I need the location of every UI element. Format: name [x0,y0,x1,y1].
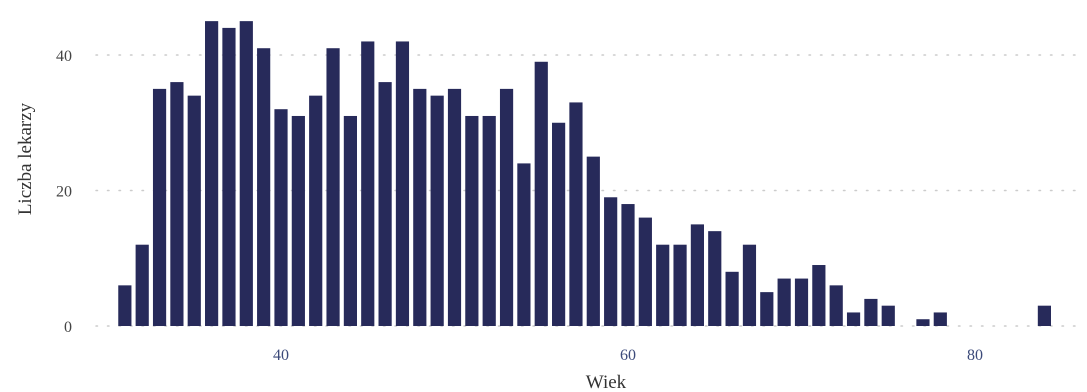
y-axis-ticks: 0 20 40 [56,48,72,336]
y-tick-label: 20 [56,184,72,201]
bar-age-73 [846,312,861,326]
bar-age-66 [725,271,739,326]
bar-age-63 [673,244,687,326]
bar-age-60 [621,204,635,326]
bar-age-41 [291,115,305,326]
bar-age-68 [760,292,774,327]
bar-age-31 [118,285,132,326]
x-tick-label: 40 [273,347,289,364]
x-axis-ticks: 40 60 80 [273,347,983,364]
bar-age-35 [187,95,201,327]
bar-age-58 [586,156,600,327]
bar-age-39 [257,48,271,326]
bar-age-61 [638,217,652,326]
bar-age-44 [343,115,357,326]
bar-age-50 [447,88,462,327]
bar-age-32 [135,244,149,326]
y-axis-title: Liczba lekarzy [15,102,36,215]
bar-age-42 [309,95,323,327]
bar-age-69 [777,278,791,326]
x-tick-label: 60 [620,347,636,364]
bar-age-34 [170,82,184,326]
bar-age-40 [274,109,288,326]
bar-age-64 [690,224,704,327]
y-tick-label: 40 [56,48,72,65]
bar-age-53 [499,88,514,327]
bar-age-37 [222,27,236,327]
bar-age-77 [916,319,930,326]
bar-age-46 [378,82,392,326]
bar-age-47 [395,41,410,326]
bar-age-56 [552,122,566,326]
bar-age-33 [152,88,167,327]
x-tick-label: 80 [967,347,983,364]
bar-age-52 [482,115,496,326]
bar-age-49 [430,95,444,327]
bar-age-70 [794,278,809,326]
bar-age-72 [829,285,843,326]
bar-age-48 [413,88,427,327]
bar-age-55 [534,61,548,327]
bars [118,21,1051,327]
bar-age-71 [812,265,826,326]
bar-age-59 [604,197,618,326]
bar-age-43 [326,48,340,326]
bar-age-84 [1037,305,1051,326]
bar-age-36 [205,21,219,327]
y-tick-label: 0 [64,319,72,336]
bar-age-75 [881,305,895,326]
bar-age-51 [465,115,479,326]
x-axis-title: Wiek [586,372,627,392]
bar-age-74 [864,298,878,326]
bar-age-78 [933,312,947,326]
bar-age-54 [517,163,531,326]
bar-age-65 [708,231,722,326]
bar-age-45 [361,41,375,326]
bar-age-62 [656,244,670,326]
bar-age-38 [239,21,253,327]
bar-age-57 [569,102,583,326]
bar-age-67 [742,244,757,326]
